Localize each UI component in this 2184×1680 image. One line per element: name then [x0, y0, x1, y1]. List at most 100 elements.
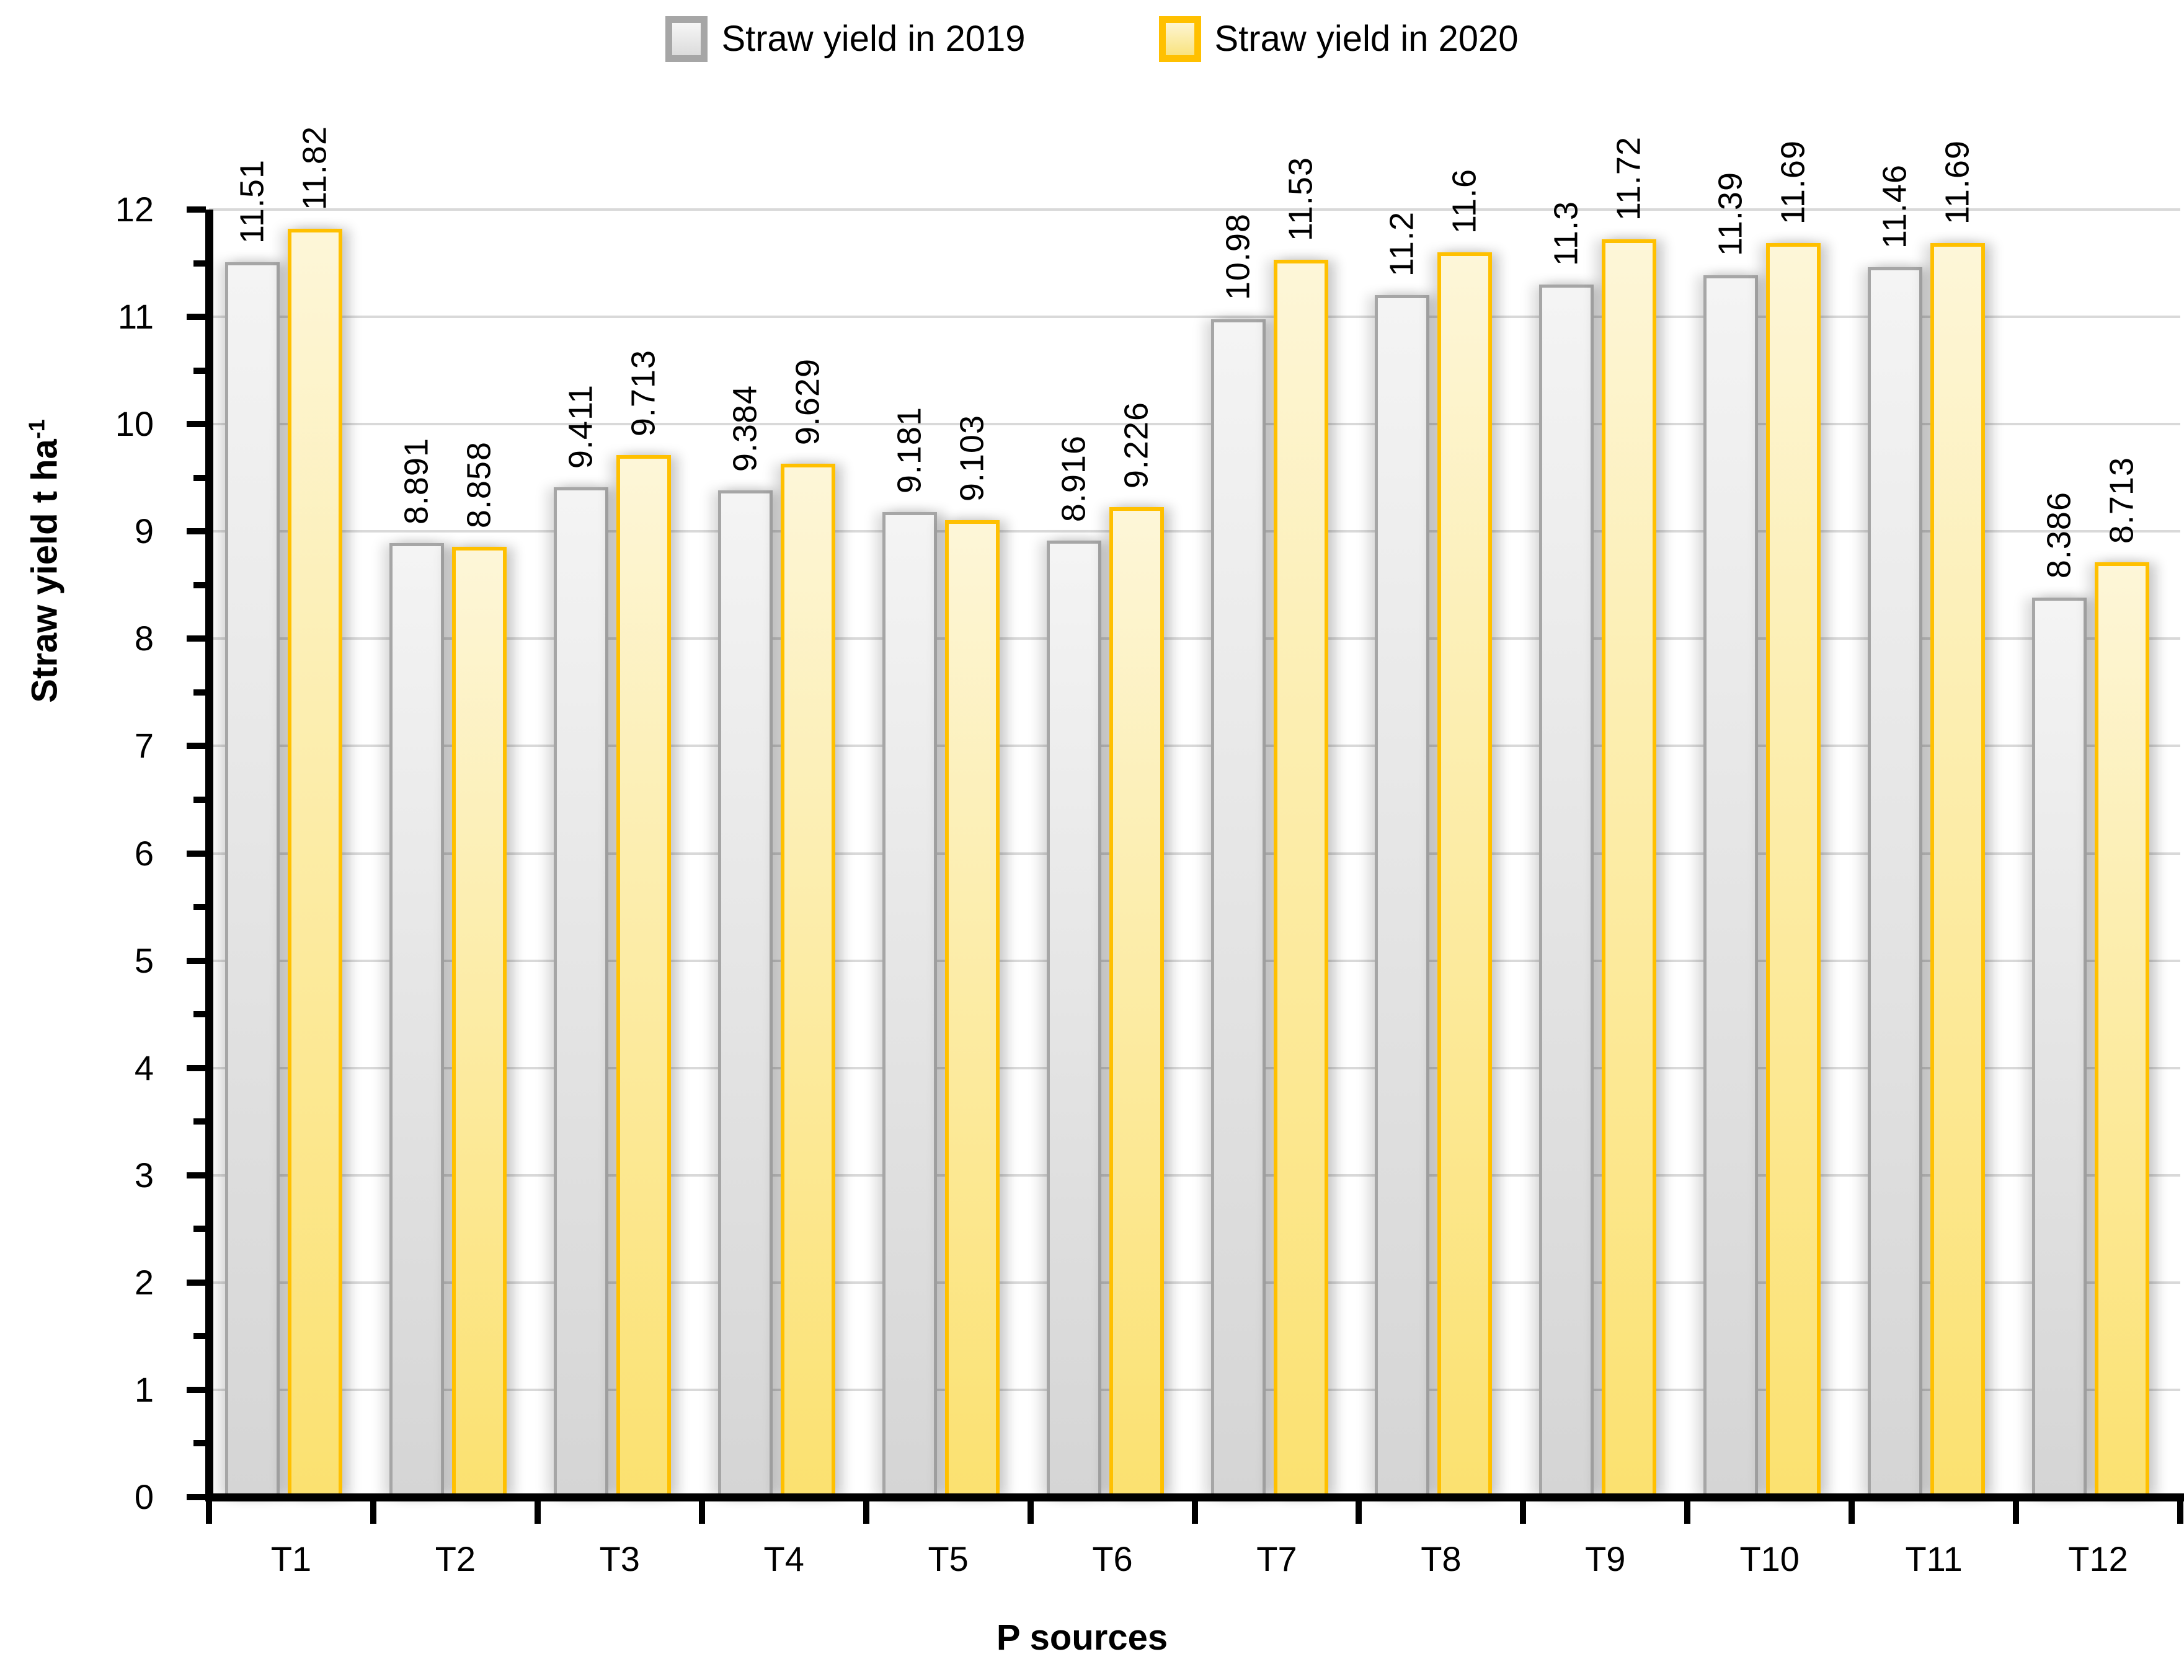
- gridline-y-7: [209, 745, 2180, 748]
- y-minor-tick-7.5: [193, 689, 206, 696]
- y-major-tick-3: [187, 1172, 206, 1178]
- gridline-y-9: [209, 530, 2180, 533]
- legend-label-2020: Straw yield in 2020: [1214, 19, 1519, 59]
- y-tick-label-4: 4: [134, 1048, 154, 1087]
- x-boundary-tick-11: [2013, 1493, 2020, 1524]
- data-label-2019-T12: 8.386: [2040, 492, 2078, 579]
- bar-2020-T2: [451, 546, 507, 1497]
- data-label-2020-T2: 8.858: [460, 441, 498, 528]
- data-label-2020-T9: 11.72: [1610, 136, 1648, 221]
- bar-2019-T4: [717, 490, 773, 1497]
- data-label-2020-T12: 8.713: [2103, 456, 2141, 544]
- x-boundary-tick-7: [1356, 1493, 1362, 1524]
- gridline-y-11: [209, 316, 2180, 319]
- x-category-label-T12: T12: [2068, 1539, 2128, 1578]
- bar-2020-T9: [1602, 239, 1657, 1497]
- bar-2020-T5: [944, 520, 1000, 1497]
- bar-2019-T12: [2032, 597, 2087, 1497]
- y-major-tick-10: [187, 421, 206, 428]
- data-label-2020-T11: 11.69: [1938, 139, 1976, 224]
- y-major-tick-6: [187, 850, 206, 857]
- y-minor-tick-6.5: [193, 796, 206, 803]
- y-major-tick-1: [187, 1386, 206, 1393]
- x-boundary-tick-2: [534, 1493, 541, 1524]
- legend-item-2019: Straw yield in 2019: [665, 16, 1026, 62]
- legend-label-2019: Straw yield in 2019: [721, 19, 1026, 59]
- y-tick-label-6: 6: [134, 833, 154, 873]
- x-category-label-T2: T2: [435, 1539, 476, 1578]
- legend: Straw yield in 2019 Straw yield in 2020: [0, 16, 2184, 62]
- y-minor-tick-5.5: [193, 904, 206, 911]
- x-boundary-tick-1: [370, 1493, 376, 1524]
- y-major-tick-5: [187, 957, 206, 964]
- y-minor-tick-3.5: [193, 1118, 206, 1125]
- y-tick-label-2: 2: [134, 1262, 154, 1302]
- y-major-tick-4: [187, 1064, 206, 1071]
- y-major-tick-2: [187, 1279, 206, 1286]
- y-tick-label-8: 8: [134, 619, 154, 658]
- x-boundary-tick-0: [206, 1493, 212, 1524]
- data-label-2020-T6: 9.226: [1117, 402, 1155, 489]
- bar-2019-T10: [1703, 275, 1759, 1497]
- y-tick-label-11: 11: [117, 297, 154, 337]
- data-label-2019-T2: 8.891: [397, 437, 435, 525]
- x-boundary-tick-3: [698, 1493, 705, 1524]
- data-label-2020-T5: 9.103: [953, 415, 991, 502]
- data-label-2019-T7: 10.98: [1219, 213, 1257, 301]
- data-label-2019-T5: 9.181: [890, 406, 928, 493]
- data-label-2020-T8: 11.6: [1446, 169, 1484, 234]
- x-category-label-T11: T11: [1905, 1539, 1963, 1578]
- data-label-2019-T3: 9.411: [562, 384, 600, 469]
- x-category-label-T9: T9: [1585, 1539, 1626, 1578]
- y-major-tick-7: [187, 743, 206, 749]
- bar-2019-T3: [553, 487, 608, 1497]
- x-category-label-T3: T3: [599, 1539, 640, 1578]
- y-minor-tick-10.5: [193, 367, 206, 374]
- data-label-2019-T10: 11.39: [1711, 172, 1749, 257]
- y-tick-label-12: 12: [115, 190, 154, 229]
- bar-2020-T1: [288, 229, 342, 1497]
- legend-swatch-2020-icon: [1158, 16, 1201, 62]
- y-axis-line: [205, 210, 213, 1501]
- x-category-label-T1: T1: [270, 1539, 312, 1578]
- y-axis-title: Straw yield t ha-1: [24, 419, 65, 702]
- data-label-2020-T3: 9.713: [624, 349, 662, 436]
- legend-swatch-2019-icon: [665, 16, 708, 62]
- bar-2019-T7: [1210, 319, 1266, 1497]
- y-minor-tick-9.5: [193, 474, 206, 481]
- y-tick-label-10: 10: [115, 404, 154, 444]
- bar-2020-T4: [780, 464, 835, 1497]
- x-boundary-tick-10: [1849, 1493, 1855, 1524]
- data-label-2019-T8: 11.2: [1383, 211, 1421, 277]
- y-minor-tick-1.5: [193, 1333, 206, 1340]
- bar-2020-T7: [1273, 260, 1328, 1497]
- gridline-y-2: [209, 1281, 2180, 1284]
- bar-2020-T6: [1109, 507, 1164, 1497]
- y-tick-label-7: 7: [134, 726, 154, 766]
- gridline-y-8: [209, 637, 2180, 640]
- data-label-2019-T6: 8.916: [1055, 435, 1093, 522]
- y-minor-tick-0.5: [193, 1440, 206, 1447]
- y-tick-label-1: 1: [134, 1369, 154, 1409]
- x-boundary-tick-8: [1520, 1493, 1527, 1524]
- gridline-y-3: [209, 1174, 2180, 1177]
- bar-2019-T11: [1868, 267, 1923, 1497]
- legend-item-2020: Straw yield in 2020: [1158, 16, 1519, 62]
- y-major-tick-11: [187, 314, 206, 321]
- plot-area: 11.51 11.82 8.891 8.858 9.411 9.713 9.384 9.629…: [209, 126, 2180, 1497]
- bar-2020-T12: [2095, 562, 2150, 1497]
- y-minor-tick-4.5: [193, 1011, 206, 1018]
- bar-2020-T3: [616, 454, 671, 1497]
- x-boundary-tick-9: [1684, 1493, 1691, 1524]
- x-category-label-T8: T8: [1421, 1539, 1462, 1578]
- x-category-label-T7: T7: [1256, 1539, 1297, 1578]
- y-tick-label-3: 3: [134, 1155, 154, 1195]
- gridline-y-10: [209, 423, 2180, 426]
- bar-2019-T5: [882, 511, 937, 1497]
- data-label-2019-T9: 11.3: [1547, 201, 1585, 267]
- y-major-tick-0: [187, 1494, 206, 1500]
- bar-2020-T8: [1437, 252, 1493, 1497]
- x-axis-line: [205, 1493, 2184, 1501]
- y-tick-label-9: 9: [134, 511, 154, 551]
